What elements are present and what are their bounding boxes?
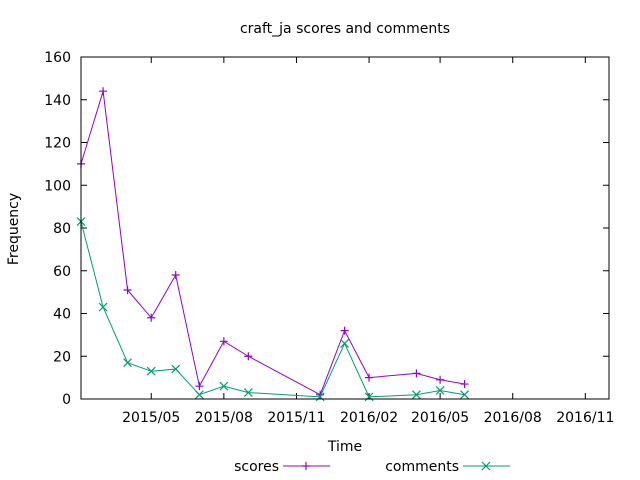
x-tick-label: 2016/11	[556, 410, 614, 426]
x-tick-label: 2016/08	[484, 410, 542, 426]
series-scores	[77, 87, 469, 399]
x-axis-label: Time	[327, 439, 362, 455]
y-tick-label: 120	[44, 136, 71, 152]
data-point-scores	[171, 271, 180, 280]
data-point-comments	[219, 381, 229, 391]
legend-marker-scores	[302, 462, 310, 470]
data-point-comments	[412, 390, 421, 400]
y-tick-label: 60	[53, 264, 71, 280]
legend-label: scores	[234, 459, 279, 475]
data-point-comments	[171, 364, 181, 374]
y-axis-label: Frequency	[6, 193, 22, 265]
axis-ticks: 0 20 40 60 80 100 120 140 160 2015/05 2015/08 2015/…	[44, 50, 614, 426]
legend-label: comments	[385, 459, 459, 475]
x-tick-label: 2016/02	[340, 410, 398, 426]
data-point-scores	[99, 87, 108, 96]
y-tick-label: 100	[44, 178, 71, 194]
legend-item-comments: comments	[385, 459, 510, 475]
data-point-comments	[460, 390, 469, 400]
chart-title: craft_ja scores and comments	[240, 21, 450, 37]
series-comments	[76, 217, 469, 402]
x-tick-label: 2015/05	[122, 410, 180, 426]
data-point-scores	[460, 380, 469, 389]
data-point-scores	[412, 369, 421, 378]
data-point-scores	[219, 337, 228, 346]
data-point-comments	[435, 386, 445, 395]
y-tick-label: 80	[53, 221, 71, 237]
data-point-scores	[123, 285, 132, 294]
legend: scores comments	[234, 459, 510, 475]
y-tick-label: 20	[53, 349, 71, 365]
data-point-scores	[195, 382, 204, 391]
y-tick-label: 0	[62, 392, 71, 408]
legend-item-scores: scores	[234, 459, 330, 475]
data-point-comments	[98, 302, 108, 312]
data-point-scores	[244, 352, 253, 361]
data-point-comments	[315, 392, 325, 402]
data-point-comments	[364, 392, 374, 402]
y-tick-label: 140	[44, 93, 71, 109]
series-line-comments	[80, 221, 465, 398]
series-layer	[76, 87, 469, 402]
data-point-scores	[436, 375, 445, 384]
x-tick-label: 2016/05	[411, 410, 469, 426]
data-point-comments	[194, 390, 204, 400]
data-point-comments	[243, 388, 253, 398]
legend-marker-comments	[481, 461, 491, 471]
y-tick-label: 160	[44, 50, 71, 66]
plot-area-frame	[80, 56, 610, 400]
data-point-comments	[146, 366, 156, 376]
x-tick-label: 2015/11	[267, 410, 325, 426]
data-point-scores	[365, 373, 374, 382]
data-point-scores	[340, 326, 349, 335]
data-point-comments	[340, 339, 350, 348]
y-tick-label: 40	[53, 307, 71, 323]
x-tick-label: 2015/08	[195, 410, 253, 426]
series-line-scores	[80, 91, 465, 396]
data-point-comments	[123, 358, 132, 368]
data-point-scores	[147, 313, 156, 322]
